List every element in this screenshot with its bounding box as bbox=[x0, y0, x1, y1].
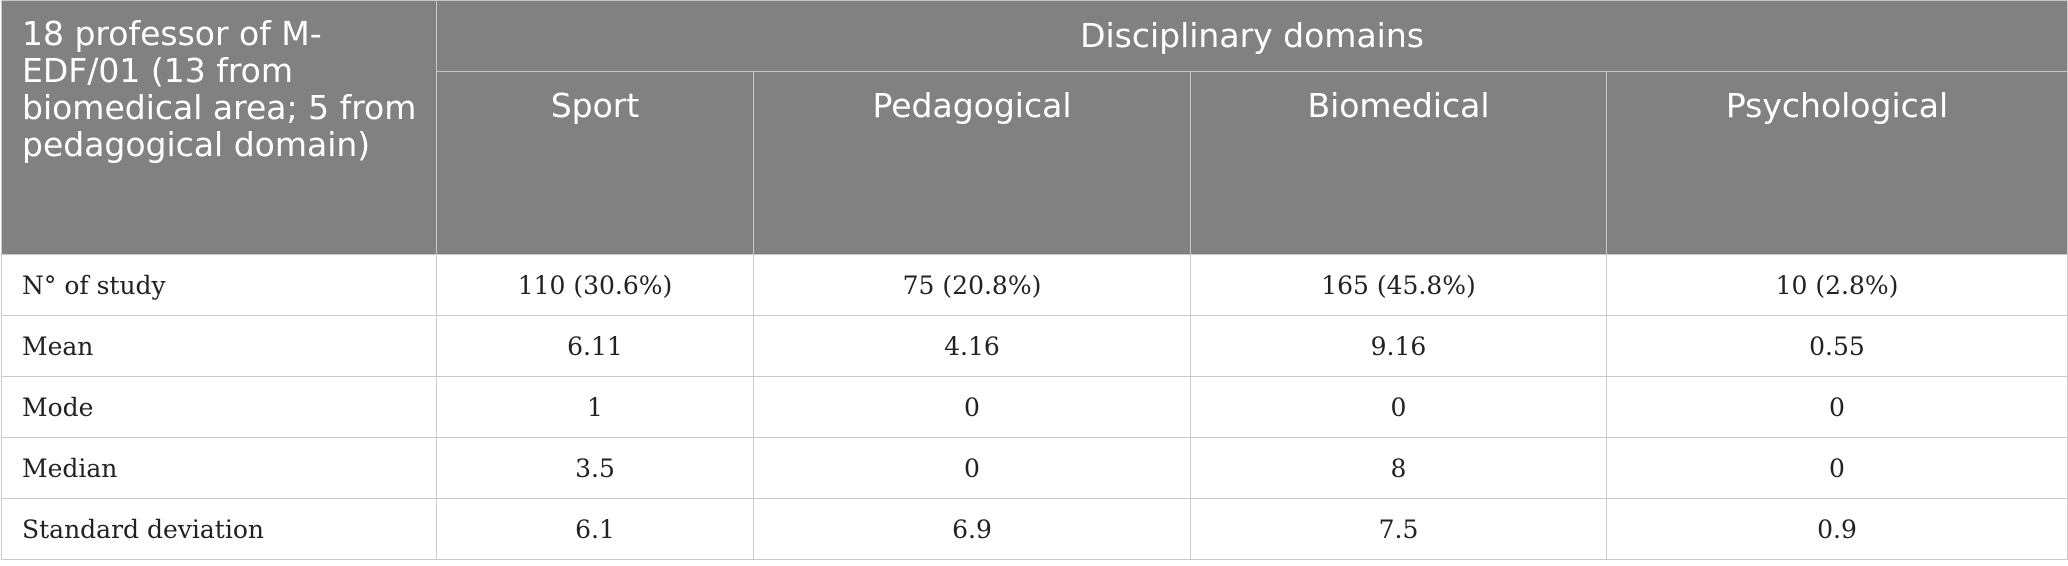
row-label: N° of study bbox=[1, 254, 437, 316]
table-cell: 0 bbox=[1606, 437, 2068, 499]
table-cell: 4.16 bbox=[753, 315, 1191, 377]
row-label: Mean bbox=[1, 315, 437, 377]
table-cell: 0 bbox=[1190, 376, 1607, 438]
row-label: Standard deviation bbox=[1, 498, 437, 560]
table-cell: 1 bbox=[436, 376, 754, 438]
table-cell: 0.55 bbox=[1606, 315, 2068, 377]
table-row: Median 3.5 0 8 0 bbox=[1, 437, 2068, 499]
column-header-biomedical: Biomedical bbox=[1190, 71, 1607, 255]
table-row: N° of study 110 (30.6%) 75 (20.8%) 165 (… bbox=[1, 254, 2068, 316]
table-cell: 0.9 bbox=[1606, 498, 2068, 560]
table-cell: 0 bbox=[753, 437, 1191, 499]
table-cell: 10 (2.8%) bbox=[1606, 254, 2068, 316]
table-cell: 165 (45.8%) bbox=[1190, 254, 1607, 316]
table-cell: 0 bbox=[753, 376, 1191, 438]
column-header-pedagogical: Pedagogical bbox=[753, 71, 1191, 255]
row-label: Median bbox=[1, 437, 437, 499]
table-cell: 6.9 bbox=[753, 498, 1191, 560]
table-row: Standard deviation 6.1 6.9 7.5 0.9 bbox=[1, 498, 2068, 560]
table-cell: 6.11 bbox=[436, 315, 754, 377]
table-cell: 75 (20.8%) bbox=[753, 254, 1191, 316]
column-header-sport: Sport bbox=[436, 71, 754, 255]
table-cell: 3.5 bbox=[436, 437, 754, 499]
column-header-psychological: Psychological bbox=[1606, 71, 2068, 255]
table-cell: 8 bbox=[1190, 437, 1607, 499]
table-row: Mode 1 0 0 0 bbox=[1, 376, 2068, 438]
table-cell: 9.16 bbox=[1190, 315, 1607, 377]
table-cell: 7.5 bbox=[1190, 498, 1607, 560]
table-cell: 6.1 bbox=[436, 498, 754, 560]
table-row: Mean 6.11 4.16 9.16 0.55 bbox=[1, 315, 2068, 377]
corner-header: 18 professor of M-EDF/01 (13 from biomed… bbox=[1, 0, 437, 255]
group-header: Disciplinary domains bbox=[436, 0, 2068, 72]
row-label: Mode bbox=[1, 376, 437, 438]
table-cell: 110 (30.6%) bbox=[436, 254, 754, 316]
table-cell: 0 bbox=[1606, 376, 2068, 438]
